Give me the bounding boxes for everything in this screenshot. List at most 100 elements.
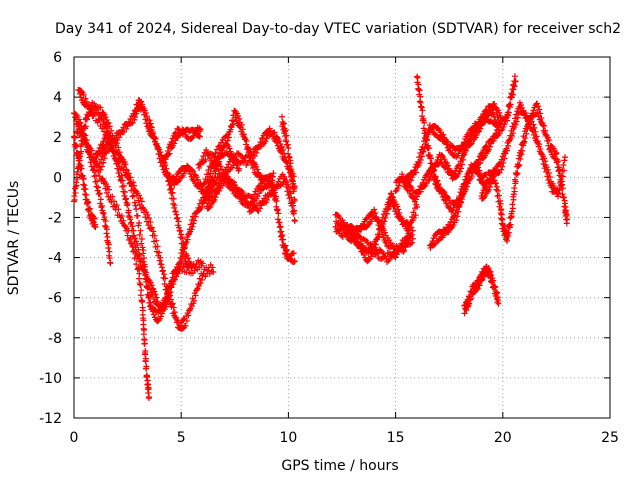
data-point xyxy=(476,128,483,135)
data-point xyxy=(522,135,529,142)
data-point xyxy=(461,310,468,317)
data-point xyxy=(199,260,206,267)
data-point xyxy=(493,290,500,297)
data-point xyxy=(284,181,291,188)
y-tick-label: 2 xyxy=(53,130,62,146)
data-point xyxy=(254,166,261,173)
y-tick-label: -4 xyxy=(48,251,62,267)
data-point xyxy=(288,194,295,201)
data-point xyxy=(532,128,539,135)
data-point xyxy=(409,235,416,242)
data-point xyxy=(138,287,145,294)
data-point xyxy=(157,254,164,261)
data-point xyxy=(518,101,525,108)
data-points xyxy=(71,73,571,402)
data-point xyxy=(251,153,258,160)
data-point xyxy=(147,219,154,226)
data-point xyxy=(469,130,476,137)
data-point xyxy=(231,179,238,186)
data-point xyxy=(553,149,560,156)
data-point xyxy=(82,132,89,139)
data-point xyxy=(256,190,263,197)
x-ticks: 0 5 10 15 20 25 xyxy=(70,57,619,446)
data-point xyxy=(381,218,388,225)
data-point xyxy=(78,148,85,155)
data-point xyxy=(504,147,511,154)
x-tick-label: 15 xyxy=(387,430,405,446)
data-point xyxy=(243,137,250,144)
data-point xyxy=(254,193,261,200)
data-point xyxy=(206,173,213,180)
data-point xyxy=(395,182,402,189)
data-point xyxy=(198,204,205,211)
data-point xyxy=(111,149,118,156)
data-point xyxy=(207,170,214,177)
data-point xyxy=(209,192,216,199)
data-point xyxy=(534,109,541,116)
data-point xyxy=(97,150,104,157)
data-point xyxy=(513,111,520,118)
data-point xyxy=(76,126,83,133)
data-point xyxy=(486,183,493,190)
data-point xyxy=(440,188,447,195)
data-point xyxy=(106,186,113,193)
data-point xyxy=(101,128,108,135)
series-track-f xyxy=(92,129,213,314)
data-point xyxy=(507,221,514,228)
data-point xyxy=(148,124,155,131)
chart-title: Day 341 of 2024, Sidereal Day-to-day VTE… xyxy=(55,21,621,37)
data-point xyxy=(148,224,155,231)
data-point xyxy=(196,164,203,171)
data-point xyxy=(134,212,141,219)
data-point xyxy=(280,236,287,243)
x-tick-label: 25 xyxy=(601,430,619,446)
data-point xyxy=(103,125,110,132)
data-point xyxy=(422,130,429,137)
data-point xyxy=(212,194,219,201)
series-track-s xyxy=(401,100,504,190)
data-point xyxy=(139,244,146,251)
data-point xyxy=(114,150,121,157)
data-point xyxy=(129,193,136,200)
data-point xyxy=(218,166,225,173)
data-point xyxy=(175,218,182,225)
data-point xyxy=(202,156,209,163)
data-point xyxy=(97,196,104,203)
data-point xyxy=(409,239,416,246)
data-point xyxy=(435,180,442,187)
data-point xyxy=(121,161,128,168)
data-point xyxy=(499,163,506,170)
data-point xyxy=(128,219,135,226)
data-point xyxy=(138,98,145,105)
data-point xyxy=(277,223,284,230)
data-point xyxy=(145,276,152,283)
data-point xyxy=(84,198,91,205)
data-point xyxy=(416,87,423,94)
data-point xyxy=(546,174,553,181)
data-point xyxy=(133,108,140,115)
data-point xyxy=(273,198,280,205)
data-point xyxy=(280,146,287,153)
data-point xyxy=(71,196,78,203)
data-point xyxy=(509,208,516,215)
data-point xyxy=(564,216,571,223)
data-point xyxy=(76,161,83,168)
data-point xyxy=(512,115,519,122)
data-point xyxy=(421,183,428,190)
data-point xyxy=(171,140,178,147)
data-point xyxy=(519,147,526,154)
data-point xyxy=(133,238,140,245)
data-point xyxy=(191,267,198,274)
data-point xyxy=(251,191,258,198)
data-point xyxy=(544,173,551,180)
data-point xyxy=(148,282,155,289)
data-point xyxy=(281,243,288,250)
data-point xyxy=(421,119,428,126)
data-point xyxy=(523,130,530,137)
data-point xyxy=(80,181,87,188)
data-point xyxy=(487,268,494,275)
data-point xyxy=(152,291,159,298)
data-point xyxy=(83,99,90,106)
data-point xyxy=(485,186,492,193)
data-point xyxy=(454,213,461,220)
